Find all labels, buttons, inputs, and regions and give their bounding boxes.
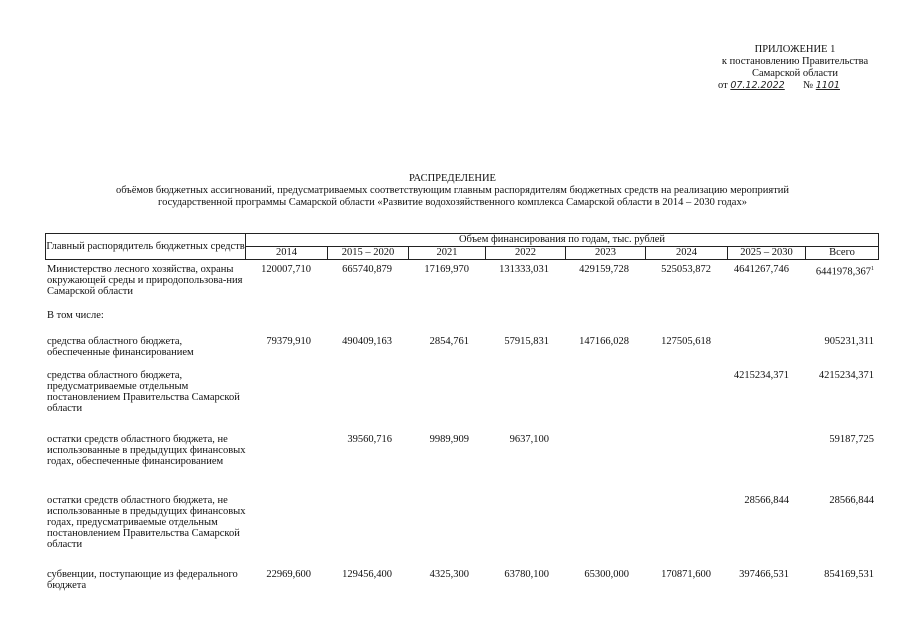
row-value-Всего: 28566,844 <box>805 495 874 506</box>
cell-value: 397466,531 <box>739 569 789 580</box>
row-value-2021: 9989,909 <box>408 434 469 445</box>
cell-value: 429159,728 <box>579 264 629 275</box>
row-value-2022: 9637,100 <box>485 434 549 445</box>
row-value-2014: 120007,710 <box>245 264 311 275</box>
row-value-Всего: 59187,725 <box>805 434 874 445</box>
header-funding-group: Объем финансирования по годам, тыс. рубл… <box>245 233 879 247</box>
header-col-2022: 2022 <box>485 246 566 260</box>
row-value-20252030: 28566,844 <box>727 495 789 506</box>
row-value-2014: 22969,600 <box>245 569 311 580</box>
appendix-title: ПРИЛОЖЕНИЕ 1 <box>754 44 836 55</box>
row-value-2024: 127505,618 <box>645 336 711 347</box>
cell-value: 63780,100 <box>504 569 549 580</box>
appendix-date-line: от 07.12.2022 № 1101 <box>690 80 900 92</box>
cell-value: 22969,600 <box>266 569 311 580</box>
row-label: средства областного бюджета, предусматри… <box>47 370 240 414</box>
row-label: остатки средств областного бюджета, не и… <box>47 434 246 467</box>
row-value-Всего: 4215234,371 <box>805 370 874 381</box>
row-value-2024: 170871,600 <box>645 569 711 580</box>
cell-value: 131333,031 <box>499 264 549 275</box>
row-label: Министерство лесного хозяйства, охраны о… <box>47 264 243 297</box>
cell-value: 28566,844 <box>744 495 789 506</box>
cell-value: 129456,400 <box>342 569 392 580</box>
cell-value: 57915,831 <box>504 336 549 347</box>
handwritten-number: 1101 <box>815 80 840 91</box>
cell-value: 2854,761 <box>429 336 469 347</box>
row-value-20152020: 129456,400 <box>327 569 392 580</box>
row-value-2021: 2854,761 <box>408 336 469 347</box>
cell-value: 28566,844 <box>829 495 874 506</box>
row-value-Всего: 854169,531 <box>805 569 874 580</box>
row-value-20252030: 4215234,371 <box>727 370 789 381</box>
appendix-line2: к постановлению Правительства <box>721 56 869 67</box>
row-value-20152020: 665740,879 <box>327 264 392 275</box>
row-value-2023: 65300,000 <box>565 569 629 580</box>
cell-value: 854169,531 <box>824 569 874 580</box>
row-value-2021: 4325,300 <box>408 569 469 580</box>
cell-value: 39560,716 <box>347 434 392 445</box>
document-subtitle-line2: государственной программы Самарской обла… <box>158 197 747 208</box>
row-value-20252030: 397466,531 <box>727 569 789 580</box>
date-prefix: от <box>718 80 728 91</box>
cell-value: 147166,028 <box>579 336 629 347</box>
header-col-2014: 2014 <box>245 246 328 260</box>
cell-value: 65300,000 <box>584 569 629 580</box>
footnote-marker: 1 <box>871 266 874 272</box>
row-value-2021: 17169,970 <box>408 264 469 275</box>
cell-value: 17169,970 <box>424 264 469 275</box>
cell-value: 120007,710 <box>261 264 311 275</box>
header-col-2015-2020: 2015 – 2020 <box>327 246 409 260</box>
row-value-20152020: 490409,163 <box>327 336 392 347</box>
header-col-2021: 2021 <box>408 246 486 260</box>
row-value-2022: 131333,031 <box>485 264 549 275</box>
row-value-2023: 429159,728 <box>565 264 629 275</box>
cell-value: 79379,910 <box>266 336 311 347</box>
row-value-2023: 147166,028 <box>565 336 629 347</box>
document-title: РАСПРЕДЕЛЕНИЕ <box>409 173 496 184</box>
row-label: В том числе: <box>47 310 104 321</box>
handwritten-date: 07.12.2022 <box>730 80 785 91</box>
row-value-2024: 525053,872 <box>645 264 711 275</box>
row-value-Всего: 905231,311 <box>805 336 875 347</box>
appendix-line3: Самарской области <box>752 68 838 79</box>
document-subtitle-line1: объёмов бюджетных ассигнований, предусма… <box>115 185 790 196</box>
row-label: средства областного бюджета, обеспеченны… <box>47 336 194 358</box>
cell-value: 9637,100 <box>509 434 549 445</box>
cell-value: 6441978,367 <box>815 266 871 278</box>
row-value-20252030: 4641267,746 <box>727 264 789 275</box>
cell-value: 905231,311 <box>824 336 875 347</box>
table-header: Главный распорядитель бюджетных средств … <box>45 233 879 260</box>
cell-value: 170871,600 <box>661 569 711 580</box>
cell-value: 490409,163 <box>342 336 392 347</box>
cell-value: 4215234,371 <box>818 370 874 381</box>
row-label: остатки средств областного бюджета, не и… <box>47 495 246 550</box>
row-value-2022: 63780,100 <box>485 569 549 580</box>
cell-value: 9989,909 <box>429 434 469 445</box>
appendix-block: ПРИЛОЖЕНИЕ 1 к постановлению Правительст… <box>690 44 900 92</box>
cell-value: 4325,300 <box>429 569 469 580</box>
row-value-Всего: 6441978,3671 <box>805 264 874 278</box>
row-value-20152020: 39560,716 <box>327 434 392 445</box>
header-col-total: Всего <box>805 246 879 260</box>
cell-value: 525053,872 <box>661 264 711 275</box>
header-col-2023: 2023 <box>565 246 646 260</box>
row-value-2022: 57915,831 <box>485 336 549 347</box>
header-col-2024: 2024 <box>645 246 728 260</box>
header-col-2025-2030: 2025 – 2030 <box>727 246 806 260</box>
number-prefix: № <box>803 80 814 91</box>
row-value-2014: 79379,910 <box>245 336 311 347</box>
cell-value: 4215234,371 <box>733 370 789 381</box>
cell-value: 4641267,746 <box>733 264 789 275</box>
cell-value: 665740,879 <box>342 264 392 275</box>
cell-value: 59187,725 <box>829 434 874 445</box>
header-distributor: Главный распорядитель бюджетных средств <box>45 233 246 260</box>
row-label: субвенции, поступающие из федерального б… <box>47 569 238 591</box>
cell-value: 127505,618 <box>661 336 711 347</box>
